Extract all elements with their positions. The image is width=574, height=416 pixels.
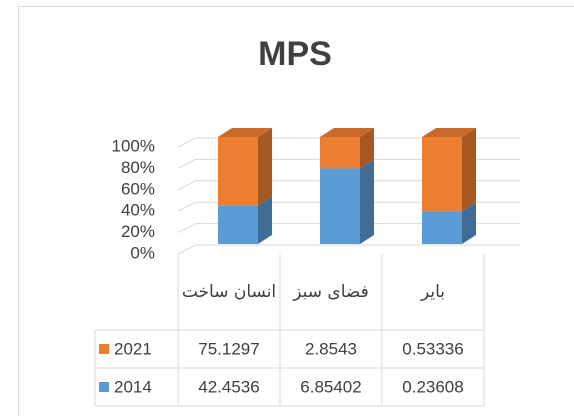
bar-side [258, 128, 272, 206]
y-tick-label: 80% [121, 158, 155, 177]
bar-side [360, 159, 374, 244]
legend-label: 2021 [114, 339, 152, 358]
legend-swatch [99, 344, 109, 354]
grid-line [177, 158, 520, 169]
y-tick-label: 60% [121, 179, 155, 198]
grid-line [177, 244, 520, 255]
grid-line [177, 137, 520, 148]
category-cell: بایر [420, 282, 446, 302]
x-tick-label: بایر [420, 282, 446, 302]
grid-line [177, 223, 520, 234]
bar-front [422, 137, 462, 212]
data-table-value: 0.53336 [402, 339, 463, 358]
bar-side [462, 128, 476, 212]
bar [320, 159, 374, 244]
bar-top [320, 128, 374, 137]
bar-side [258, 196, 272, 244]
bar [218, 196, 272, 244]
grid-line [177, 201, 520, 212]
y-tick-label: 40% [121, 201, 155, 220]
bar-top [218, 128, 272, 137]
y-tick-label: 100% [112, 136, 155, 155]
bar-top [422, 128, 476, 137]
category-cell: انسان ساخت [181, 282, 277, 302]
bar-front [422, 211, 462, 244]
bar-front [218, 205, 258, 244]
bar [422, 202, 476, 244]
chart-frame [18, 6, 574, 416]
data-table-value: 2.8543 [305, 339, 357, 358]
bar-side [360, 128, 374, 169]
x-tick-label: انسان ساخت [181, 282, 277, 302]
legend-label: 2014 [114, 377, 152, 396]
bar [422, 128, 476, 212]
y-tick-label: 0% [130, 243, 155, 262]
category-cell: فضای سبز [293, 282, 369, 302]
bar [320, 128, 374, 169]
grid-line [177, 180, 520, 191]
bar [218, 128, 272, 206]
x-tick-label: فضای سبز [293, 282, 369, 302]
bar-front [218, 137, 258, 206]
data-table-value: 75.1297 [198, 339, 259, 358]
legend-swatch [99, 382, 109, 392]
y-tick-label: 20% [121, 222, 155, 241]
bar-side [462, 202, 476, 244]
bar-front [320, 137, 360, 169]
data-table-value: 6.85402 [300, 377, 361, 396]
chart-title: MPS [258, 35, 332, 73]
bar-front [320, 168, 360, 244]
data-table-value: 42.4536 [198, 377, 259, 396]
data-table-value: 0.23608 [402, 377, 463, 396]
